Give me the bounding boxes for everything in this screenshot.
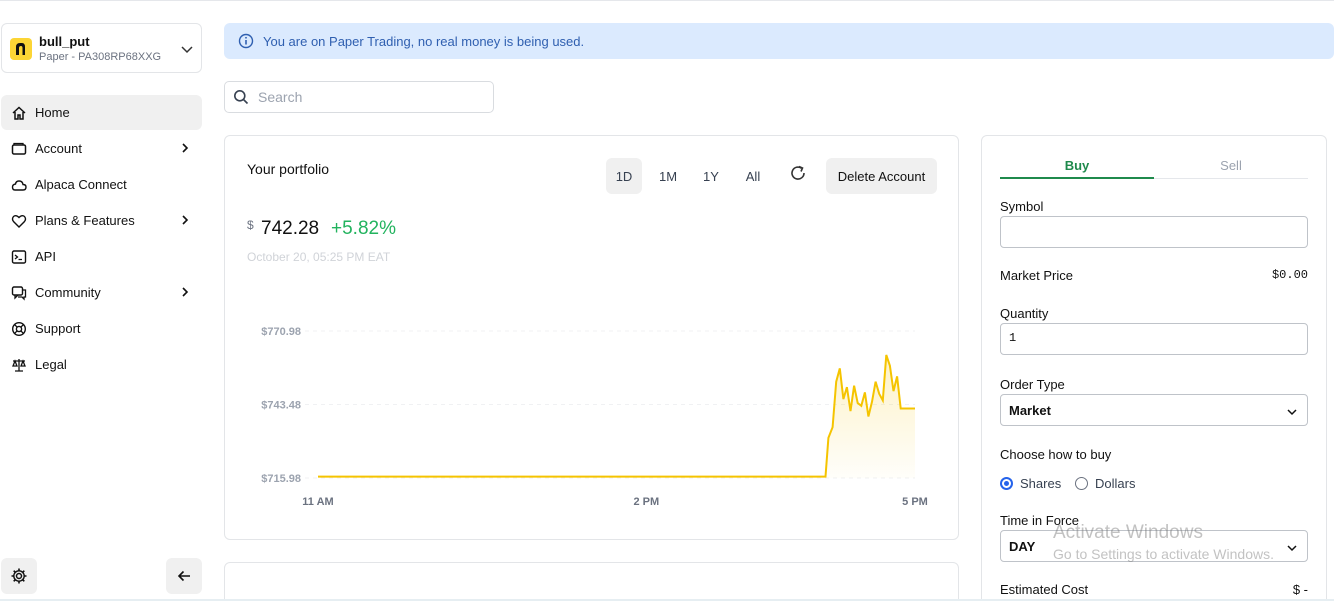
cloud-icon <box>10 176 28 194</box>
chat-icon <box>10 284 28 302</box>
estimated-cost-value: $ - <box>1292 582 1308 597</box>
account-id: Paper - PA308RP68XXG <box>39 51 162 63</box>
x-tick-label: 11 AM <box>302 496 333 508</box>
activation-watermark-subtitle: Go to Settings to activate Windows. <box>1053 546 1274 562</box>
sidebar-item-support[interactable]: Support <box>1 311 202 346</box>
wallet-icon <box>10 140 28 158</box>
collapse-sidebar-button[interactable] <box>166 558 202 594</box>
chevron-down-icon <box>1287 409 1297 416</box>
bottom-edge <box>0 599 1334 601</box>
sidebar-item-label: Community <box>35 285 101 300</box>
x-tick-label: 2 PM <box>634 496 660 508</box>
sidebar-item-alpaca-connect[interactable]: Alpaca Connect <box>1 167 202 202</box>
market-price-value: $0.00 <box>1271 268 1308 282</box>
quantity-label: Quantity <box>1000 306 1049 321</box>
range-1m-button[interactable]: 1M <box>658 168 678 184</box>
chevron-right-icon <box>182 215 189 225</box>
account-name: bull_put <box>39 34 90 49</box>
portfolio-value: 742.28 <box>261 218 320 239</box>
account-switcher[interactable]: bull_put Paper - PA308RP68XXG <box>1 23 202 73</box>
radio-selected-icon <box>1000 477 1013 490</box>
radio-dollars[interactable]: Dollars <box>1075 476 1135 491</box>
sidebar-nav: Home Account Alpaca Connect Plans & Feat… <box>1 95 202 383</box>
sidebar-item-label: Legal <box>35 357 67 372</box>
sidebar-item-community[interactable]: Community <box>1 275 202 310</box>
order-panel: Buy Sell Symbol Market Price $0.00 Quant… <box>981 135 1327 601</box>
sidebar-item-label: API <box>35 249 56 264</box>
how-to-buy-label: Choose how to buy <box>1000 447 1112 462</box>
sidebar-item-label: Home <box>35 105 70 120</box>
portfolio-card: Your portfolio 1D 1M 1Y All Delete Accou… <box>224 135 959 540</box>
radio-shares-label: Shares <box>1020 476 1062 491</box>
lifebuoy-icon <box>10 320 28 338</box>
radio-dollars-label: Dollars <box>1095 476 1136 491</box>
symbol-field-box <box>1000 216 1308 248</box>
sidebar-item-api[interactable]: API <box>1 239 202 274</box>
chevron-right-icon <box>182 287 189 297</box>
banner-text: You are on Paper Trading, no real money … <box>263 33 585 49</box>
top-border <box>0 0 1334 1</box>
arrow-left-icon <box>177 570 190 582</box>
chevron-down-icon <box>181 46 193 54</box>
tab-buy[interactable]: Buy <box>1000 158 1154 179</box>
time-in-force-value: DAY <box>1009 538 1036 554</box>
chart-series-line <box>318 354 915 478</box>
sidebar-item-legal[interactable]: Legal <box>1 347 202 382</box>
home-icon <box>10 104 28 122</box>
market-price-label: Market Price <box>1000 268 1073 283</box>
sidebar-item-label: Plans & Features <box>35 213 135 228</box>
heart-icon <box>10 212 28 230</box>
symbol-input[interactable] <box>1009 217 1299 245</box>
activation-watermark-title: Activate Windows <box>1053 522 1203 543</box>
range-all-button[interactable]: All <box>745 168 761 184</box>
terminal-icon <box>10 248 28 266</box>
time-in-force-label: Time in Force <box>1000 513 1079 528</box>
y-tick-label: $770.98 <box>261 326 301 338</box>
x-tick-label: 5 PM <box>902 496 928 508</box>
range-1d-button[interactable]: 1D <box>606 158 642 194</box>
sidebar-item-home[interactable]: Home <box>1 95 202 130</box>
order-type-label: Order Type <box>1000 377 1065 392</box>
sidebar-item-label: Account <box>35 141 82 156</box>
sidebar-item-label: Support <box>35 321 81 336</box>
y-tick-label: $715.98 <box>261 473 301 485</box>
radio-unselected-icon <box>1075 477 1088 490</box>
paper-trading-banner: You are on Paper Trading, no real money … <box>224 23 1334 59</box>
time-in-force-select[interactable]: DAY <box>1000 530 1308 562</box>
y-tick-label: $743.48 <box>261 400 301 412</box>
quantity-field-box <box>1000 323 1308 355</box>
sidebar-item-plans-features[interactable]: Plans & Features <box>1 203 202 238</box>
secondary-card <box>224 562 959 601</box>
chevron-right-icon <box>182 143 189 153</box>
settings-button[interactable] <box>1 558 37 594</box>
info-icon <box>238 33 254 49</box>
portfolio-title: Your portfolio <box>247 161 329 177</box>
quantity-input[interactable] <box>1009 324 1299 352</box>
portfolio-chart: $770.98 $743.48 $715.98 11 AM 2 PM 5 PM <box>261 326 928 508</box>
portfolio-change: +5.82% <box>331 218 396 239</box>
radio-shares[interactable]: Shares <box>1000 476 1061 491</box>
delete-account-button[interactable]: Delete Account <box>826 158 937 194</box>
order-type-select[interactable]: Market <box>1000 394 1308 426</box>
estimated-cost-label: Estimated Cost <box>1000 582 1089 597</box>
currency-symbol: $ <box>247 218 254 232</box>
range-1y-button[interactable]: 1Y <box>703 168 719 184</box>
gear-icon <box>11 568 27 584</box>
symbol-label: Symbol <box>1000 199 1044 214</box>
sidebar-item-label: Alpaca Connect <box>35 177 127 192</box>
portfolio-timestamp: October 20, 05:25 PM EAT <box>247 250 391 264</box>
scale-icon <box>10 356 28 374</box>
sidebar-item-account[interactable]: Account <box>1 131 202 166</box>
search-input[interactable] <box>258 89 478 105</box>
order-type-value: Market <box>1009 402 1051 418</box>
search-icon <box>234 90 249 105</box>
search-box[interactable] <box>224 81 494 113</box>
refresh-icon[interactable] <box>788 163 808 183</box>
alpaca-logo-icon <box>10 38 32 60</box>
chevron-down-icon <box>1287 545 1297 552</box>
tab-sell[interactable]: Sell <box>1154 158 1308 179</box>
